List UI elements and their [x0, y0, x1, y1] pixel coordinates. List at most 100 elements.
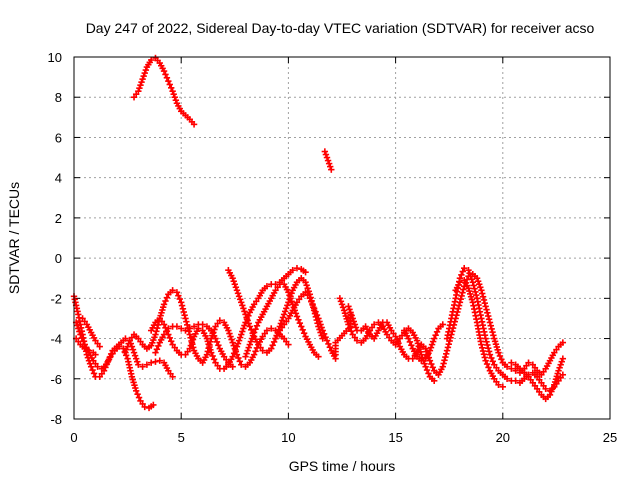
- series-arc-g: [122, 287, 292, 370]
- data-point: [345, 303, 352, 310]
- data-point: [485, 312, 492, 320]
- data-point: [211, 326, 218, 333]
- y-axis-label: SDTVAR / TECUs: [6, 182, 22, 294]
- y-tick-label: 0: [55, 251, 62, 266]
- data-point: [305, 288, 312, 295]
- data-point: [215, 342, 222, 349]
- data-point: [270, 338, 278, 346]
- data-point: [460, 286, 467, 293]
- data-point: [160, 67, 168, 75]
- data-point: [315, 353, 322, 360]
- data-point: [293, 313, 301, 320]
- data-point: [499, 383, 506, 391]
- series-arc-a: [130, 54, 198, 128]
- data-point: [352, 324, 360, 331]
- data-point: [152, 331, 159, 338]
- data-point: [213, 338, 221, 346]
- data-point: [498, 356, 505, 363]
- data-point: [181, 312, 188, 319]
- data-point: [558, 358, 565, 365]
- data-point: [285, 289, 292, 296]
- data-point: [298, 323, 305, 330]
- data-point: [137, 81, 144, 89]
- data-point: [312, 308, 319, 315]
- x-axis-label: GPS time / hours: [289, 458, 396, 474]
- data-point: [131, 352, 139, 359]
- data-point: [169, 287, 176, 294]
- data-point: [488, 325, 495, 333]
- data-point: [467, 273, 474, 280]
- data-point: [246, 341, 254, 348]
- data-point: [370, 321, 378, 328]
- data-point: [248, 335, 256, 342]
- data-point: [77, 331, 84, 338]
- data-point: [419, 354, 426, 361]
- data-point: [486, 351, 494, 358]
- data-point: [238, 299, 245, 306]
- data-point: [240, 325, 247, 332]
- series-arc-e: [72, 335, 99, 358]
- y-tick-label: 10: [48, 50, 62, 65]
- data-point: [479, 290, 486, 297]
- data-point: [479, 344, 486, 352]
- data-point: [483, 306, 490, 313]
- data-point: [239, 302, 246, 309]
- data-point: [559, 355, 567, 362]
- data-point: [287, 295, 294, 302]
- data-point: [444, 344, 452, 351]
- series-arc-s: [516, 369, 567, 395]
- data-point: [147, 359, 155, 366]
- data-point: [239, 328, 246, 335]
- data-point: [120, 345, 127, 352]
- data-point: [328, 166, 335, 173]
- data-point: [242, 311, 249, 318]
- data-point: [252, 325, 259, 333]
- data-point: [503, 375, 511, 382]
- y-tick-label: -8: [50, 412, 62, 427]
- data-point: [482, 357, 489, 364]
- data-point: [458, 292, 465, 300]
- data-point: [268, 325, 275, 332]
- data-point: [489, 358, 496, 365]
- y-tick-label: 6: [55, 130, 62, 145]
- data-point: [94, 363, 101, 370]
- data-point: [525, 359, 532, 366]
- series-arc-b: [321, 148, 335, 173]
- data-point: [353, 337, 361, 344]
- data-point: [210, 356, 218, 363]
- y-tick-label: -6: [50, 372, 62, 387]
- data-point: [187, 342, 195, 349]
- data-point: [459, 268, 466, 275]
- data-point: [302, 279, 309, 286]
- data-point: [304, 285, 311, 292]
- data-point: [489, 328, 496, 336]
- data-point: [130, 349, 138, 356]
- data-point: [557, 361, 564, 368]
- data-point: [503, 363, 511, 370]
- data-point: [252, 348, 259, 355]
- grid: [74, 57, 610, 419]
- data-point: [186, 345, 193, 352]
- data-point: [143, 361, 151, 368]
- data-point: [123, 346, 130, 353]
- data-series: [70, 54, 567, 412]
- data-point: [182, 315, 189, 322]
- data-point: [229, 353, 236, 360]
- data-point: [326, 344, 334, 351]
- data-point: [125, 340, 132, 347]
- data-point: [122, 349, 129, 356]
- data-point: [75, 325, 82, 332]
- data-point: [245, 320, 252, 327]
- data-point: [439, 321, 446, 328]
- data-point: [190, 323, 198, 330]
- y-tick-label: -2: [50, 291, 62, 306]
- data-point: [92, 351, 99, 358]
- data-point: [477, 284, 484, 291]
- data-point: [482, 303, 489, 310]
- data-point: [555, 367, 562, 374]
- data-point: [132, 355, 140, 362]
- data-point: [300, 329, 308, 337]
- data-point: [90, 370, 98, 377]
- data-point: [473, 275, 481, 282]
